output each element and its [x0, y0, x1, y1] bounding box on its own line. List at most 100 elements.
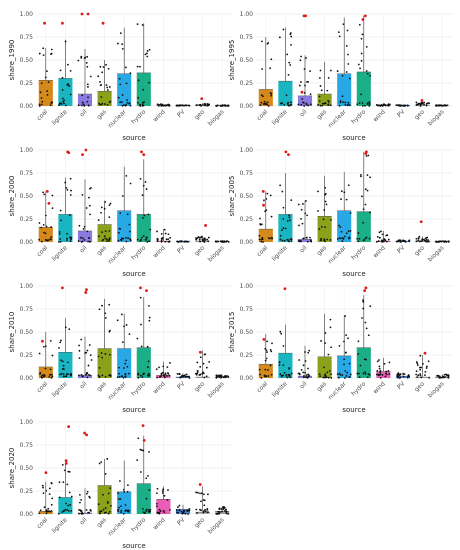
data-point: [207, 493, 209, 496]
data-point: [200, 500, 202, 503]
data-point: [360, 52, 363, 55]
data-point: [64, 375, 67, 378]
data-point: [324, 102, 327, 104]
bar-hydro: [136, 347, 151, 378]
data-point: [214, 240, 217, 243]
data-point: [146, 345, 149, 348]
data-point: [149, 508, 152, 511]
data-point: [366, 72, 369, 75]
data-point: [203, 376, 206, 379]
data-point: [120, 238, 123, 241]
data-point: [267, 105, 270, 107]
y-tick-label: 1.00: [20, 11, 34, 18]
data-point: [45, 510, 47, 512]
data-point: [155, 505, 158, 508]
data-point: [185, 104, 188, 107]
data-point: [146, 50, 149, 52]
data-point: [125, 174, 128, 177]
data-point: [88, 196, 90, 199]
data-point: [339, 226, 342, 229]
data-point: [45, 512, 48, 515]
data-point: [377, 104, 380, 107]
data-point: [58, 496, 61, 499]
data-point: [70, 374, 72, 377]
data-point: [379, 371, 381, 374]
data-point: [83, 239, 86, 241]
data-point: [104, 201, 107, 203]
data-point: [318, 77, 321, 79]
data-point: [265, 349, 268, 352]
data-point: [259, 373, 262, 376]
data-point: [407, 375, 409, 377]
y-tick-label: 0.50: [20, 193, 34, 200]
data-point: [346, 104, 349, 107]
data-point: [328, 100, 330, 103]
data-point: [416, 364, 419, 366]
data-point: [139, 471, 142, 473]
data-point: [423, 238, 425, 241]
data-point: [362, 307, 365, 310]
data-point: [302, 203, 304, 205]
data-point: [99, 103, 101, 106]
data-point: [117, 231, 120, 234]
data-point: [195, 104, 198, 107]
x-tick-label-PV: PV: [176, 108, 187, 119]
data-point: [196, 512, 198, 514]
data-point: [427, 239, 430, 242]
data-point: [148, 450, 150, 453]
data-point: [161, 104, 164, 107]
data-point: [100, 352, 103, 354]
data-point: [106, 457, 109, 460]
data-point: [58, 233, 61, 235]
x-tick-label-wind: wind: [152, 516, 167, 531]
data-point: [303, 91, 306, 94]
data-point: [126, 365, 129, 368]
outlier-point: [81, 153, 84, 157]
data-point: [365, 70, 368, 72]
data-point: [183, 509, 186, 512]
x-axis-label: source: [122, 270, 145, 278]
data-point: [141, 236, 143, 239]
data-point: [264, 368, 267, 371]
data-point: [341, 374, 344, 376]
data-point: [196, 371, 199, 373]
data-point: [279, 238, 282, 241]
x-tick-label-wind: wind: [372, 244, 387, 259]
data-point: [388, 361, 391, 364]
data-point: [290, 372, 293, 375]
data-point: [279, 373, 282, 376]
data-point: [126, 99, 129, 101]
data-point: [269, 364, 272, 367]
data-point: [64, 508, 67, 511]
data-point: [263, 374, 266, 377]
data-point: [84, 56, 87, 59]
y-tick-label: 0.50: [20, 465, 34, 472]
data-point: [168, 104, 171, 107]
data-point: [87, 364, 90, 367]
outlier-point: [283, 287, 287, 291]
y-tick-label: 1.00: [240, 147, 254, 154]
y-tick-label: 0.75: [20, 442, 34, 449]
data-point: [435, 104, 438, 107]
data-point: [118, 372, 120, 375]
data-point: [60, 219, 62, 222]
data-point: [324, 186, 327, 189]
data-point: [44, 76, 47, 79]
data-point: [48, 493, 51, 496]
data-point: [318, 228, 321, 230]
data-point: [47, 507, 50, 510]
data-point: [326, 238, 329, 241]
data-point: [144, 181, 147, 183]
data-point: [223, 240, 226, 243]
data-point: [176, 511, 178, 514]
data-point: [144, 238, 147, 241]
data-point: [157, 104, 160, 107]
data-point: [63, 102, 65, 105]
data-point: [384, 375, 387, 378]
data-point: [180, 375, 183, 378]
data-point: [70, 238, 72, 241]
data-point: [340, 198, 342, 201]
data-point: [303, 376, 305, 379]
data-point: [146, 55, 149, 58]
data-point: [68, 214, 71, 216]
